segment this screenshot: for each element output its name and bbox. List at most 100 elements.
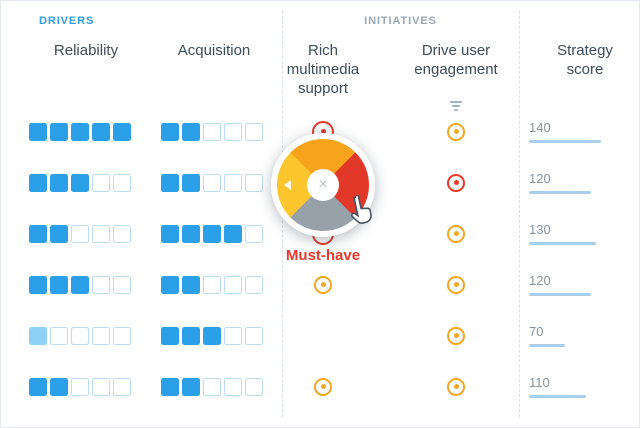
table-row: 120 — [1, 259, 639, 310]
rating-square[interactable] — [224, 275, 242, 294]
strategy-score-value: 120 — [529, 273, 551, 288]
rating-square[interactable] — [113, 377, 131, 396]
rating-square[interactable] — [50, 224, 68, 243]
table-row: 130 — [1, 208, 639, 259]
rating-square[interactable] — [29, 224, 47, 243]
score-bar — [529, 395, 586, 398]
rating-square[interactable] — [182, 326, 200, 345]
table-row: 120 — [1, 157, 639, 208]
rating-square[interactable] — [224, 377, 242, 396]
rating-square[interactable] — [224, 326, 242, 345]
rating-square[interactable] — [203, 224, 221, 243]
strategy-score-value: 70 — [529, 324, 544, 339]
rating-square[interactable] — [245, 173, 263, 192]
rating-square[interactable] — [245, 275, 263, 294]
rating-square[interactable] — [50, 275, 68, 294]
wheel-selection-label: Must-have — [285, 247, 361, 264]
rating-square[interactable] — [71, 122, 89, 141]
acquisition-rating[interactable] — [161, 224, 263, 243]
table-row: 140 — [1, 106, 639, 157]
rating-square[interactable] — [161, 224, 179, 243]
strategy-score-value: 130 — [529, 222, 551, 237]
rating-square[interactable] — [245, 377, 263, 396]
rating-square[interactable] — [203, 275, 221, 294]
rating-square[interactable] — [161, 326, 179, 345]
rating-square[interactable] — [245, 122, 263, 141]
rating-square[interactable] — [203, 122, 221, 141]
rating-square[interactable] — [182, 224, 200, 243]
rating-square[interactable] — [29, 173, 47, 192]
rating-square[interactable] — [50, 173, 68, 192]
rating-square[interactable] — [161, 173, 179, 192]
engagement-rating-icon[interactable] — [447, 377, 465, 396]
engagement-rating-icon[interactable] — [447, 122, 465, 141]
reliability-rating[interactable] — [29, 326, 131, 345]
rating-square[interactable] — [182, 377, 200, 396]
rating-square[interactable] — [71, 224, 89, 243]
rating-square[interactable] — [224, 122, 242, 141]
acquisition-rating[interactable] — [161, 326, 263, 345]
rating-square[interactable] — [50, 377, 68, 396]
rating-square[interactable] — [71, 377, 89, 396]
engagement-rating-icon[interactable] — [447, 224, 465, 243]
rating-square[interactable] — [224, 173, 242, 192]
strategy-score-value: 140 — [529, 120, 551, 135]
rating-square[interactable] — [92, 173, 110, 192]
acquisition-rating[interactable] — [161, 173, 263, 192]
rating-square[interactable] — [182, 275, 200, 294]
rating-square[interactable] — [71, 275, 89, 294]
wheel-close-button[interactable]: × — [307, 169, 339, 201]
rating-square[interactable] — [203, 173, 221, 192]
filter-icon[interactable] — [449, 101, 463, 113]
rating-square[interactable] — [161, 122, 179, 141]
rating-square[interactable] — [92, 122, 110, 141]
rating-square[interactable] — [29, 275, 47, 294]
strategy-score-value: 110 — [529, 375, 550, 390]
rating-square[interactable] — [113, 326, 131, 345]
rating-square[interactable] — [50, 122, 68, 141]
rating-square[interactable] — [71, 326, 89, 345]
acquisition-rating[interactable] — [161, 377, 263, 396]
engagement-rating-icon[interactable] — [447, 326, 465, 345]
reliability-rating[interactable] — [29, 173, 131, 192]
rich-multimedia-rating-icon[interactable] — [314, 275, 332, 294]
rating-square[interactable] — [50, 326, 68, 345]
rating-square[interactable] — [182, 122, 200, 141]
rating-rows: 140 120 130 120 70 — [1, 106, 639, 412]
rating-square[interactable] — [203, 377, 221, 396]
engagement-rating-icon[interactable] — [447, 275, 465, 294]
rating-square[interactable] — [92, 377, 110, 396]
reliability-rating[interactable] — [29, 377, 131, 396]
priority-wheel[interactable]: × — [271, 133, 375, 237]
rating-square[interactable] — [182, 173, 200, 192]
column-header-acquisition: Acquisition — [177, 42, 251, 59]
rating-square[interactable] — [113, 122, 131, 141]
column-header-reliability: Reliability — [53, 42, 119, 59]
rating-square[interactable] — [245, 224, 263, 243]
rating-square[interactable] — [113, 173, 131, 192]
rating-square[interactable] — [245, 326, 263, 345]
rating-square[interactable] — [92, 224, 110, 243]
rating-square[interactable] — [161, 275, 179, 294]
rating-square[interactable] — [29, 122, 47, 141]
rating-square[interactable] — [224, 224, 242, 243]
engagement-rating-icon[interactable] — [447, 173, 465, 192]
reliability-rating[interactable] — [29, 224, 131, 243]
rating-square[interactable] — [29, 326, 47, 345]
acquisition-rating[interactable] — [161, 275, 263, 294]
rating-square[interactable] — [203, 326, 221, 345]
acquisition-rating[interactable] — [161, 122, 263, 141]
rich-multimedia-rating-icon[interactable] — [314, 377, 332, 396]
rating-square[interactable] — [113, 275, 131, 294]
score-bar — [529, 140, 601, 143]
rating-square[interactable] — [92, 275, 110, 294]
reliability-rating[interactable] — [29, 275, 131, 294]
rating-square[interactable] — [113, 224, 131, 243]
rating-square[interactable] — [92, 326, 110, 345]
rating-square[interactable] — [71, 173, 89, 192]
rating-square[interactable] — [29, 377, 47, 396]
reliability-rating[interactable] — [29, 122, 131, 141]
rating-square[interactable] — [161, 377, 179, 396]
wheel-left-arrow-icon — [284, 180, 291, 190]
